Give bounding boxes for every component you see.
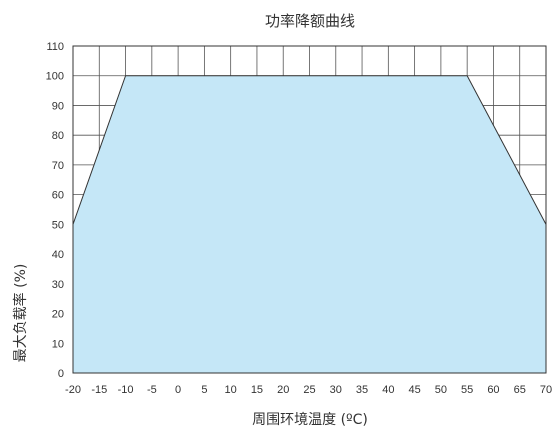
x-tick-labels: -20 -15 -10 -5 0 5 10 15 20 25 30 35 40 45 50 55 60 65 70 bbox=[65, 384, 552, 396]
x-tick-label: 30 bbox=[330, 384, 342, 396]
x-tick-label: 55 bbox=[461, 384, 473, 396]
y-tick-label: 20 bbox=[52, 309, 64, 321]
y-tick-label: 60 bbox=[52, 190, 64, 202]
x-tick-label: 35 bbox=[356, 384, 368, 396]
x-tick-label: 20 bbox=[277, 384, 289, 396]
x-tick-label: -5 bbox=[147, 384, 157, 396]
x-tick-label: 50 bbox=[435, 384, 447, 396]
y-tick-label: 70 bbox=[52, 160, 64, 172]
y-axis-label: 最大负载率 (%) bbox=[12, 264, 29, 363]
x-tick-label: 0 bbox=[175, 384, 181, 396]
plot-frame bbox=[72, 45, 547, 374]
x-tick-label: 15 bbox=[251, 384, 263, 396]
y-tick-label: 40 bbox=[52, 249, 64, 261]
y-tick-label: 50 bbox=[52, 219, 64, 231]
x-tick-label: 45 bbox=[408, 384, 420, 396]
x-tick-label: 70 bbox=[540, 384, 552, 396]
x-tick-label: 40 bbox=[382, 384, 394, 396]
derating-area bbox=[72, 75, 547, 374]
y-tick-label: 30 bbox=[52, 279, 64, 291]
x-tick-label: -20 bbox=[65, 384, 81, 396]
y-tick-label: 0 bbox=[58, 368, 64, 380]
x-tick-label: 10 bbox=[225, 384, 237, 396]
y-tick-label: 90 bbox=[52, 100, 64, 112]
y-tick-label: 100 bbox=[46, 71, 64, 83]
y-tick-labels: 0 10 20 30 40 50 60 70 80 90 100 110 bbox=[46, 41, 64, 380]
x-tick-label: 60 bbox=[487, 384, 499, 396]
y-tick-label: 80 bbox=[52, 130, 64, 142]
y-tick-label: 110 bbox=[46, 41, 64, 53]
x-tick-label: 5 bbox=[201, 384, 207, 396]
x-tick-label: -10 bbox=[118, 384, 134, 396]
chart-title: 功率降额曲线 bbox=[265, 12, 355, 30]
x-tick-label: -15 bbox=[91, 384, 107, 396]
x-axis-label: 周围环境温度 (ºC) bbox=[252, 412, 368, 428]
x-tick-label: 65 bbox=[514, 384, 526, 396]
y-tick-label: 10 bbox=[52, 338, 64, 350]
x-tick-label: 25 bbox=[303, 384, 315, 396]
